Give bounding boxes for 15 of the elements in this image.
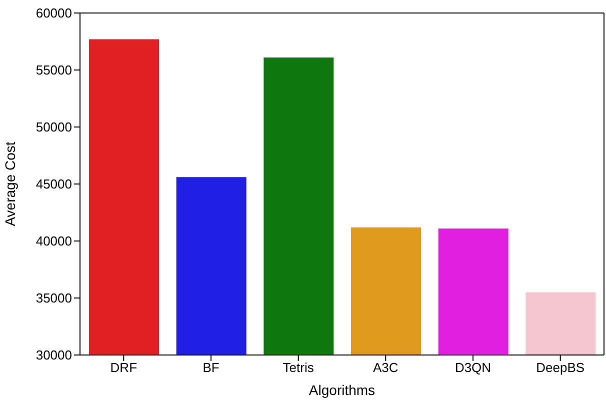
y-tick-label: 40000 (36, 234, 72, 249)
y-tick-label: 50000 (36, 120, 72, 135)
y-tick-label: 60000 (36, 6, 72, 21)
x-tick-label: D3QN (454, 360, 492, 376)
x-axis-title: Algorithms (308, 382, 376, 398)
x-tick-label: DRF (110, 360, 138, 376)
y-tick-label: 35000 (36, 290, 72, 306)
y-axis-title: Average Cost (2, 142, 18, 226)
x-tick-label: DeepBS (536, 360, 585, 376)
x-tick-label: Tetris (282, 360, 314, 376)
y-tick-label: 55000 (36, 62, 72, 78)
x-tick-label: A3C (373, 360, 398, 376)
y-tick-label: 30000 (36, 348, 72, 363)
y-tick-label: 45000 (36, 176, 72, 192)
x-tick-label: BF (202, 360, 220, 376)
